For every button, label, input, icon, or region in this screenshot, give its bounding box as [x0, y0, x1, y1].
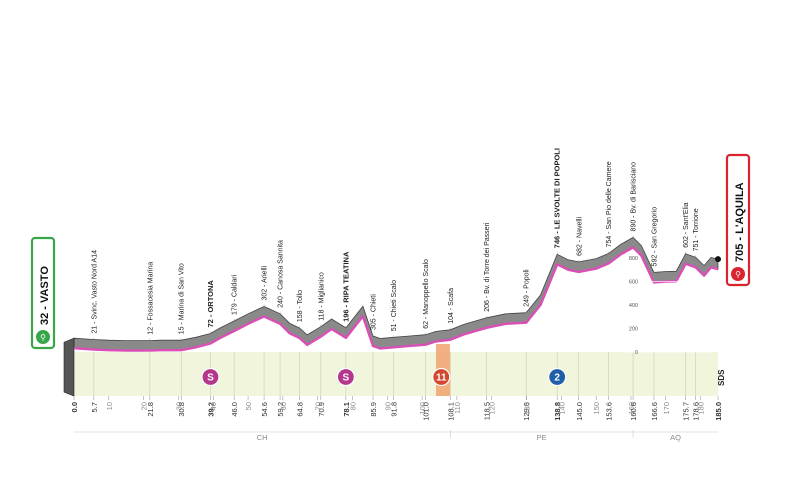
- waypoint-label: 682 - Navelli: [576, 217, 583, 256]
- x-tick-label: 166.6: [650, 402, 659, 421]
- finish-badge-frame: [725, 153, 751, 287]
- x-tick-label: 178.6: [692, 402, 701, 421]
- start-badge-label: 32 - VASTO: [39, 266, 51, 325]
- start-badge-frame: [30, 236, 56, 350]
- x-tick-label: 160: [627, 402, 636, 415]
- x-tick-label: 140: [557, 402, 566, 415]
- x-tick-label: 78.1: [342, 402, 351, 417]
- x-tick-label: 175.7: [682, 402, 691, 421]
- waypoint-label: 890 - Bv. di Barisciano: [631, 162, 638, 232]
- x-tick-label: 90: [383, 402, 392, 410]
- x-tick-label: 0.0: [70, 402, 79, 412]
- x-tick-label: 46.0: [230, 402, 239, 417]
- x-tick-label: 21.8: [146, 402, 155, 417]
- x-tick-label: 70: [314, 402, 323, 410]
- waypoint-label: 15 - Marina di San Vito: [179, 263, 186, 334]
- waypoint-label: 602 - Sant'Elia: [683, 202, 690, 247]
- waypoint-label: 592 - San Gregorio: [651, 207, 658, 267]
- profile-ribbon: [73, 246, 719, 352]
- x-tick-label: 80: [348, 402, 357, 410]
- x-tick-label: 120: [488, 402, 497, 415]
- x-tick-label: 20: [140, 402, 149, 410]
- region-label: PE: [537, 433, 547, 442]
- bike-icon-glyph: ⚲: [735, 270, 741, 279]
- waypoint-label: 206 - Bv. di Torre dei Passeri: [484, 222, 491, 312]
- waypoint-label: 51 - Chieti Scalo: [391, 280, 398, 331]
- x-tick-label: 118.5: [483, 402, 492, 420]
- route-marker: [201, 367, 220, 387]
- x-tick-label: 85.9: [369, 402, 378, 417]
- finish-badge-label: 705 - L'AQUILA: [734, 182, 746, 262]
- x-tick-label: 101.0: [422, 402, 431, 421]
- elevation-tick-label: 0: [635, 350, 638, 356]
- profile-start-edge: [63, 337, 75, 397]
- waypoint-label: 746 - LE SVOLTE DI POPOLI: [553, 148, 562, 248]
- waypoint-label: 21 - Svinc. Vasto Nord A14: [91, 250, 98, 334]
- start-badge: ⚲ 32 - VASTO: [30, 236, 56, 350]
- waypoint-label: 179 - Caldari: [232, 274, 239, 315]
- waypoint-label: 754 - San Pio delle Camere: [606, 161, 613, 247]
- x-tick-label: 91.8: [390, 402, 399, 417]
- route-marker-label: 11: [436, 373, 447, 384]
- elevation-tick-label: 400: [629, 303, 638, 309]
- x-tick-label: 129.9: [522, 402, 531, 421]
- x-tick-label: 10: [105, 402, 114, 410]
- x-tick-label: 138.8: [553, 402, 562, 421]
- x-tick-label: 185.0: [714, 402, 723, 421]
- elevation-tick-label: 600: [629, 280, 638, 286]
- route-marker-label: 2: [554, 373, 560, 384]
- x-tick-label: 39.2: [206, 402, 215, 417]
- route-marker: [336, 367, 355, 387]
- x-tick-label: 100: [418, 402, 427, 415]
- x-tick-label: 50: [244, 402, 253, 410]
- route-marker: [432, 367, 451, 387]
- waypoint-label: 72 - ORTONA: [206, 280, 215, 328]
- waypoint-label: 62 - Manoppello Scalo: [423, 259, 430, 329]
- x-tick-label: 70.9: [317, 402, 326, 417]
- x-tick-label: 153.6: [605, 402, 614, 421]
- waypoint-label: 240 - Canosa Sannita: [278, 240, 285, 308]
- x-tick-label: 170: [662, 402, 671, 415]
- x-tick-label: 180: [697, 402, 706, 415]
- finish-dot: [715, 256, 721, 263]
- x-tick-label: 5.7: [90, 402, 99, 412]
- bike-icon: [731, 267, 745, 281]
- elevation-tick-label: 800: [629, 256, 638, 262]
- waypoint-label: 104 - Scafa: [448, 288, 455, 324]
- bike-icon: [36, 330, 50, 344]
- region-label: CH: [257, 433, 268, 442]
- x-tick-label: 145.0: [575, 402, 584, 421]
- route-marker-label: S: [343, 373, 350, 384]
- x-tick-label: 54.6: [260, 402, 269, 417]
- x-tick-label: 30: [174, 402, 183, 410]
- waypoint-label: 751 - Torrione: [693, 208, 700, 251]
- route-marker-label: S: [207, 373, 214, 384]
- waypoint-label: 118 - Miglianico: [318, 272, 325, 321]
- region-label: AQ: [670, 433, 681, 442]
- waypoint-label: 302 - Arielli: [262, 265, 269, 300]
- x-tick-label: 110: [453, 402, 462, 414]
- x-tick-label: 60: [279, 402, 288, 410]
- waypoint-label: 305 - Chieti: [371, 294, 378, 330]
- x-tick-label: 30.8: [177, 402, 186, 417]
- x-tick-label: 150: [592, 402, 601, 415]
- finish-badge: ⚲ 705 - L'AQUILA: [725, 153, 751, 287]
- x-tick-label: 130: [523, 402, 532, 415]
- route-marker: [548, 367, 567, 387]
- waypoint-label: 158 - Tollo: [297, 290, 304, 322]
- x-tick-label: 40: [209, 402, 218, 410]
- elevation-tick-label: 200: [629, 327, 638, 333]
- waypoint-label: 196 - RIPA TEATINA: [341, 251, 350, 322]
- x-tick-label: 59.2: [276, 402, 285, 417]
- waypoint-label: 12 - Fossacesia Marina: [147, 262, 154, 335]
- x-tick-label: 160.6: [629, 402, 638, 421]
- brand-mark: SDS: [717, 369, 726, 386]
- bike-icon-glyph: ⚲: [40, 333, 46, 342]
- x-tick-label: 108.1: [446, 402, 455, 421]
- waypoint-label: 249 - Popoli: [524, 269, 531, 307]
- ground-band: [74, 352, 718, 396]
- x-tick-label: 64.8: [296, 402, 305, 417]
